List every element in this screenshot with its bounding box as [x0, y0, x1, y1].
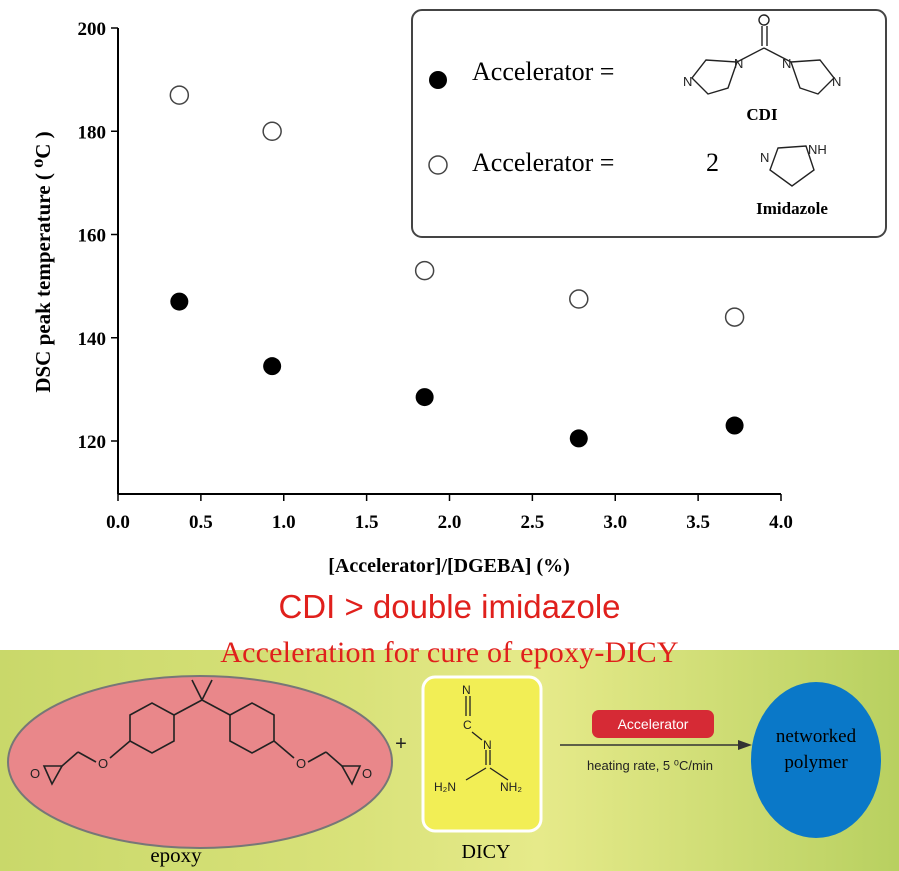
legend-multiplier: 2 — [706, 148, 719, 177]
cdi-structure-icon — [691, 14, 835, 95]
x-tick-label: 2.5 — [521, 512, 545, 533]
imidazole-name: Imidazole — [756, 199, 828, 218]
x-tick-label: 1.5 — [355, 512, 379, 533]
svg-text:N: N — [462, 683, 471, 697]
legend-label-cdi: Accelerator = — [472, 57, 614, 86]
svg-text:O: O — [296, 756, 306, 771]
axis-ticks: 0.0 0.5 1.0 1.5 2.0 2.5 3.0 3.5 4.0 120 140 160 180 2… — [78, 19, 793, 533]
x-tick-label: 0.0 — [106, 512, 130, 533]
svg-text:NH₂: NH₂ — [500, 780, 522, 794]
svg-text:H₂N: H₂N — [434, 780, 456, 794]
data-point-cdi — [415, 388, 434, 407]
svg-text:O: O — [30, 766, 40, 781]
y-tick-label: 180 — [78, 122, 107, 143]
epoxy-ellipse — [7, 675, 393, 849]
data-points — [169, 85, 745, 448]
scatter-chart: 0.0 0.5 1.0 1.5 2.0 2.5 3.0 3.5 4.0 120 140 160 180 2… — [31, 9, 887, 577]
data-point-imidazole — [724, 307, 745, 327]
data-point-imidazole — [414, 260, 435, 281]
svg-text:N: N — [760, 150, 769, 165]
dicy-label: DICY — [462, 841, 511, 863]
product-line-2: polymer — [784, 752, 848, 773]
svg-text:NH: NH — [808, 142, 827, 157]
svg-text:O: O — [98, 756, 108, 771]
accelerator-badge — [592, 710, 714, 738]
headline-secondary: Acceleration for cure of epoxy-DICY — [220, 636, 679, 669]
epoxy-label: epoxy — [150, 843, 202, 867]
svg-text:N: N — [483, 738, 492, 752]
dgeba-structure-icon — [42, 679, 362, 786]
imidazole-structure-icon — [769, 145, 815, 187]
dicy-box — [421, 675, 543, 833]
y-tick-label: 140 — [78, 329, 107, 350]
plus-sign: + — [395, 733, 407, 755]
arrowhead-icon — [738, 740, 752, 750]
product-line-1: networked — [776, 726, 857, 747]
x-tick-label: 2.0 — [438, 512, 462, 533]
svg-text:N: N — [683, 74, 692, 89]
y-tick-label: 120 — [78, 432, 107, 453]
data-point-cdi — [569, 429, 588, 448]
svg-text:N: N — [734, 56, 743, 71]
chart-legend: Accelerator = Accelerator = 2 N N N N CD… — [411, 9, 887, 238]
heating-rate-label: heating rate, 5 ⁰C/min — [587, 758, 713, 773]
legend-marker-filled — [429, 71, 447, 89]
x-tick-label: 0.5 — [189, 512, 213, 533]
y-tick-label: 200 — [78, 19, 107, 40]
svg-text:C: C — [463, 718, 472, 732]
data-point-imidazole — [262, 121, 282, 141]
y-axis-title: DSC peak temperature ( ⁰C ) — [31, 131, 55, 392]
polymer-ellipse — [751, 682, 881, 838]
legend-label-imidazole: Accelerator = — [472, 148, 614, 177]
svg-text:N: N — [782, 56, 791, 71]
x-tick-label: 3.5 — [686, 512, 710, 533]
accelerator-badge-label: Accelerator — [618, 716, 689, 732]
data-point-cdi — [725, 416, 744, 435]
x-tick-label: 4.0 — [769, 512, 793, 533]
svg-text:O: O — [362, 766, 372, 781]
cdi-name: CDI — [746, 105, 778, 124]
data-point-imidazole — [169, 85, 190, 105]
x-axis-title: [Accelerator]/[DGEBA] (%) — [328, 555, 570, 577]
y-tick-label: 160 — [78, 226, 107, 247]
dicy-structure-icon — [465, 696, 509, 781]
data-point-cdi — [263, 357, 282, 376]
legend-marker-open — [428, 155, 448, 175]
legend-frame — [411, 9, 887, 238]
x-tick-label: 1.0 — [272, 512, 296, 533]
svg-text:N: N — [832, 74, 841, 89]
data-point-imidazole — [569, 289, 589, 309]
reaction-scheme-panel: O O O O + N C N H₂N NH₂ DICY Accelerator… — [0, 650, 899, 871]
data-point-cdi — [170, 292, 189, 311]
headline-primary: CDI > double imidazole — [278, 588, 621, 625]
x-tick-label: 3.0 — [603, 512, 627, 533]
